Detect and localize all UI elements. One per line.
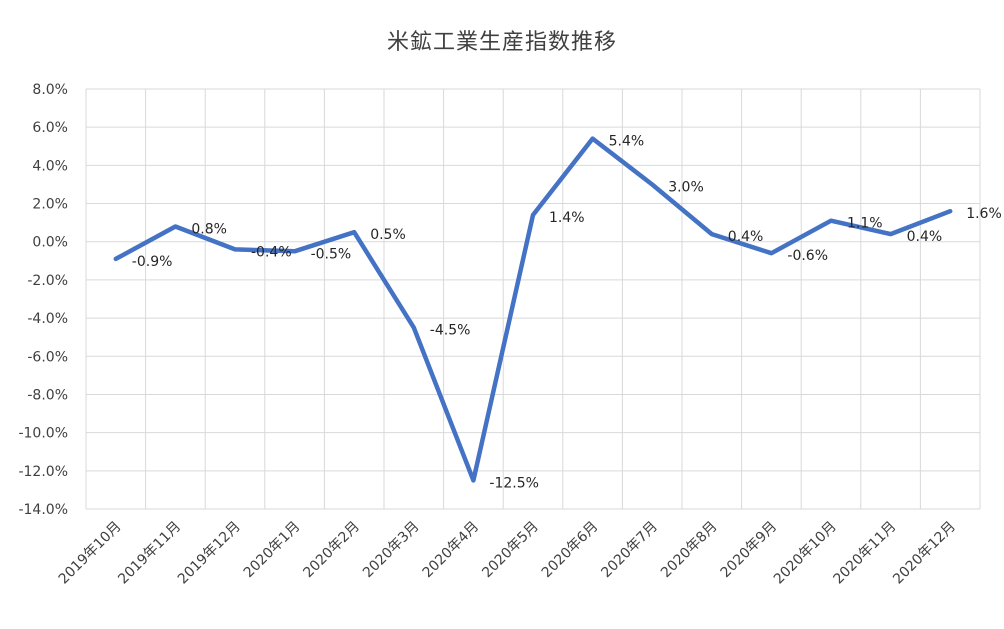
data-label: -0.5% [311,246,352,262]
x-tick-label: 2020年5月 [479,519,542,582]
x-tick-label: 2020年12月 [890,519,959,588]
data-label: 5.4% [609,134,645,150]
x-tick-label: 2020年10月 [771,519,840,588]
data-label: 1.6% [966,206,1002,222]
x-tick-label: 2020年11月 [831,519,900,588]
data-label: -0.6% [787,248,828,264]
chart-title: 米鉱工業生産指数推移 [386,30,617,55]
data-label: 0.4% [728,229,764,245]
data-label: 0.4% [907,229,943,245]
x-tick-label: 2019年10月 [56,519,125,588]
data-label: -0.9% [132,254,173,270]
y-tick-label: 6.0% [32,120,68,136]
x-tick-label: 2020年8月 [658,519,721,582]
gridlines [85,88,981,510]
y-axis-tick-labels: 8.0% 6.0% 4.0% 2.0% 0.0% -2.0% -4.0% -6.0% -8.0%… [18,82,68,518]
y-tick-label: -10.0% [18,426,68,442]
x-tick-label: 2020年3月 [360,519,423,582]
data-label: 0.5% [370,227,406,243]
data-label: 1.1% [847,216,883,232]
x-tick-label: 2020年4月 [420,519,483,582]
y-tick-label: 8.0% [32,82,68,98]
data-label: 0.8% [191,221,227,237]
y-tick-label: -12.0% [18,464,68,480]
data-label: 1.4% [549,210,585,226]
data-label: -12.5% [489,475,539,491]
y-tick-label: -8.0% [27,387,68,403]
x-tick-label: 2020年1月 [241,519,304,582]
y-tick-label: -6.0% [27,349,68,365]
x-axis-tick-labels: 2019年10月2019年11月2019年12月2020年1月2020年2月20… [56,519,959,588]
y-tick-label: 0.0% [32,235,68,251]
data-labels: -0.9% 0.8% -0.4% -0.5% 0.5% -4.5% -12.5% 1.4% 5.… [132,134,1002,492]
data-label: 3.0% [668,179,704,195]
y-tick-label: 2.0% [32,197,68,213]
x-tick-label: 2019年12月 [175,519,244,588]
data-label: -0.4% [251,244,292,260]
y-tick-label: -14.0% [18,502,68,518]
y-tick-label: 4.0% [32,158,68,174]
x-tick-label: 2019年11月 [115,519,184,588]
y-tick-label: -2.0% [27,273,68,289]
x-tick-label: 2020年6月 [539,519,602,582]
data-label: -4.5% [430,323,471,339]
y-tick-label: -4.0% [27,311,68,327]
series-line [113,136,953,483]
x-tick-label: 2020年9月 [718,519,781,582]
x-tick-label: 2020年2月 [300,519,363,582]
x-tick-label: 2020年7月 [598,519,661,582]
data-series [113,136,953,483]
